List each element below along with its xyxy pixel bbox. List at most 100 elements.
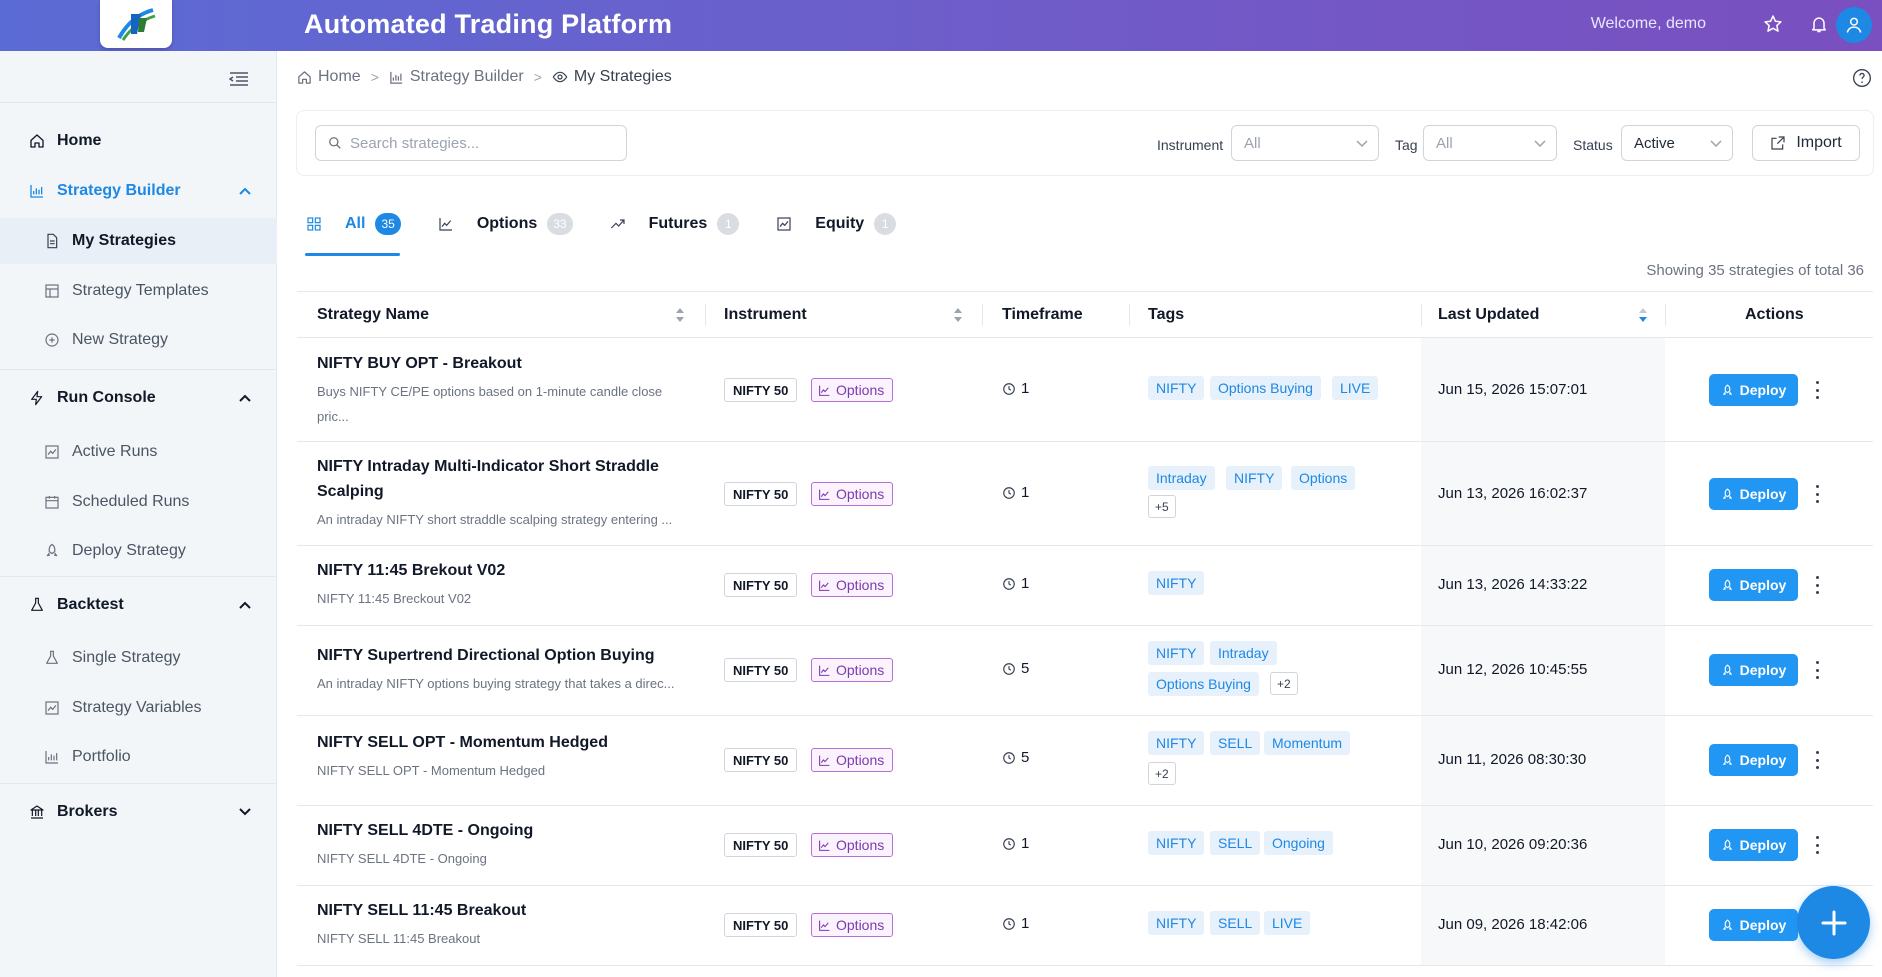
- tab-options[interactable]: Options 33: [437, 206, 573, 242]
- help-icon[interactable]: [1852, 68, 1872, 88]
- table-row[interactable]: NIFTY SELL 4DTE - Ongoing NIFTY SELL 4DT…: [297, 806, 1873, 886]
- sidebar-strategy-templates-label: Strategy Templates: [72, 282, 209, 299]
- tag-chip[interactable]: NIFTY: [1148, 571, 1205, 595]
- chevron-down-icon[interactable]: [238, 805, 252, 819]
- table-row[interactable]: NIFTY SELL OPT - Momentum Hedged NIFTY S…: [297, 716, 1873, 806]
- strategy-name[interactable]: NIFTY Intraday Multi-Indicator Short Str…: [317, 458, 659, 475]
- menu-collapse-icon[interactable]: [228, 68, 250, 90]
- tag-chip[interactable]: Options: [1291, 466, 1356, 490]
- more-actions-icon[interactable]: [1814, 836, 1820, 854]
- user-avatar[interactable]: [1836, 7, 1872, 43]
- tag-chip[interactable]: NIFTY: [1226, 466, 1283, 490]
- lightning-icon: [28, 389, 46, 407]
- table-row[interactable]: NIFTY Supertrend Directional Option Buyi…: [297, 626, 1873, 716]
- bell-icon[interactable]: [1808, 13, 1830, 35]
- table-row[interactable]: NIFTY SELL 11:45 Breakout NIFTY SELL 11:…: [297, 886, 1873, 966]
- sidebar-item-deploy-strategy[interactable]: Deploy Strategy: [0, 528, 277, 574]
- deploy-button[interactable]: Deploy: [1709, 374, 1798, 406]
- tag-chip[interactable]: Ongoing: [1264, 831, 1333, 855]
- more-tags-chip[interactable]: +2: [1148, 762, 1176, 785]
- strategy-description: Buys NIFTY CE/PE options based on 1-minu…: [317, 384, 663, 399]
- tag-chip[interactable]: NIFTY: [1148, 376, 1205, 400]
- table-row[interactable]: NIFTY BUY OPT - Breakout Buys NIFTY CE/P…: [297, 338, 1873, 442]
- tab-equity[interactable]: Equity 1: [775, 206, 897, 242]
- more-actions-icon[interactable]: [1814, 751, 1820, 769]
- sidebar-item-run-console[interactable]: Run Console: [0, 378, 277, 418]
- sidebar-item-new-strategy[interactable]: New Strategy: [0, 317, 277, 363]
- clock-icon: [1003, 486, 1015, 499]
- breadcrumb-strategy-builder[interactable]: Strategy Builder: [389, 68, 524, 86]
- tag-chip[interactable]: NIFTY: [1148, 641, 1205, 665]
- sidebar-item-single-strategy[interactable]: Single Strategy: [0, 635, 277, 681]
- sidebar-item-strategy-templates[interactable]: Strategy Templates: [0, 268, 277, 314]
- tag-chip[interactable]: SELL: [1210, 731, 1261, 755]
- tag-chip[interactable]: LIVE: [1264, 911, 1311, 935]
- more-tags-chip[interactable]: +2: [1270, 672, 1298, 695]
- deploy-button[interactable]: Deploy: [1709, 829, 1798, 861]
- col-last-updated[interactable]: Last Updated: [1438, 306, 1540, 323]
- tag-chip[interactable]: Momentum: [1264, 731, 1351, 755]
- sidebar-item-portfolio[interactable]: Portfolio: [0, 734, 277, 780]
- tag-chip[interactable]: SELL: [1210, 911, 1261, 935]
- sidebar-item-strategy-variables[interactable]: Strategy Variables: [0, 685, 277, 731]
- instrument-select[interactable]: All: [1231, 125, 1379, 161]
- tag-chip[interactable]: Options Buying: [1148, 672, 1259, 696]
- app-logo[interactable]: [100, 0, 172, 48]
- options-badge: Options: [811, 573, 894, 597]
- chevron-up-icon[interactable]: [238, 391, 252, 405]
- tab-all[interactable]: All 35: [305, 206, 401, 242]
- add-strategy-button[interactable]: [1797, 886, 1870, 959]
- table-row[interactable]: NIFTY Intraday Multi-Indicator Short Str…: [297, 442, 1873, 546]
- strategy-name[interactable]: NIFTY BUY OPT - Breakout: [317, 355, 522, 372]
- tag-chip[interactable]: LIVE: [1332, 376, 1379, 400]
- tag-chip[interactable]: NIFTY: [1148, 831, 1205, 855]
- more-tags-chip[interactable]: +5: [1148, 495, 1176, 518]
- status-select[interactable]: Active: [1621, 125, 1733, 161]
- last-updated: Jun 12, 2026 10:45:55: [1438, 661, 1588, 678]
- col-instrument[interactable]: Instrument: [724, 306, 807, 323]
- deploy-button[interactable]: Deploy: [1709, 569, 1798, 601]
- sidebar-item-strategy-builder[interactable]: Strategy Builder: [0, 171, 277, 211]
- sidebar-item-brokers[interactable]: Brokers: [0, 792, 277, 832]
- strategy-name[interactable]: NIFTY 11:45 Brekout V02: [317, 562, 506, 579]
- deploy-button[interactable]: Deploy: [1709, 654, 1798, 686]
- sidebar-item-backtest[interactable]: Backtest: [0, 585, 277, 625]
- tab-futures[interactable]: Futures 1: [609, 206, 740, 242]
- search-input[interactable]: [350, 134, 620, 152]
- more-actions-icon[interactable]: [1814, 661, 1820, 679]
- breadcrumb-home[interactable]: Home: [297, 68, 361, 86]
- sort-icon[interactable]: [674, 306, 686, 324]
- more-actions-icon[interactable]: [1814, 576, 1820, 594]
- strategy-name-cont[interactable]: Scalping: [317, 483, 384, 500]
- sort-icon[interactable]: [952, 306, 964, 324]
- chevron-up-icon[interactable]: [238, 184, 252, 198]
- tag-chip[interactable]: NIFTY: [1148, 911, 1205, 935]
- deploy-button[interactable]: Deploy: [1709, 744, 1798, 776]
- search-box[interactable]: [315, 125, 627, 161]
- star-icon[interactable]: [1762, 13, 1784, 35]
- import-button[interactable]: Import: [1752, 125, 1860, 161]
- tag-chip[interactable]: Intraday: [1148, 466, 1215, 490]
- strategy-name[interactable]: NIFTY SELL 4DTE - Ongoing: [317, 822, 534, 839]
- tag-chip[interactable]: Options Buying: [1210, 376, 1321, 400]
- sidebar-item-active-runs[interactable]: Active Runs: [0, 429, 277, 475]
- tag-chip[interactable]: Intraday: [1210, 641, 1277, 665]
- strategy-name[interactable]: NIFTY SELL 11:45 Breakout: [317, 902, 527, 919]
- deploy-button[interactable]: Deploy: [1709, 909, 1798, 941]
- more-actions-icon[interactable]: [1814, 485, 1820, 503]
- sort-desc-icon[interactable]: [1637, 306, 1649, 324]
- strategy-name[interactable]: NIFTY SELL OPT - Momentum Hedged: [317, 734, 608, 751]
- deploy-button[interactable]: Deploy: [1709, 478, 1798, 510]
- stock-chart-icon: [775, 215, 793, 233]
- sidebar-item-home[interactable]: Home: [0, 121, 277, 161]
- strategy-name[interactable]: NIFTY Supertrend Directional Option Buyi…: [317, 647, 655, 664]
- more-actions-icon[interactable]: [1814, 381, 1820, 399]
- tag-select[interactable]: All: [1423, 125, 1557, 161]
- sidebar-item-my-strategies[interactable]: My Strategies: [0, 218, 277, 264]
- table-row[interactable]: NIFTY 11:45 Brekout V02 NIFTY 11:45 Brec…: [297, 546, 1873, 626]
- chevron-up-icon[interactable]: [238, 598, 252, 612]
- col-strategy-name[interactable]: Strategy Name: [317, 306, 430, 323]
- sidebar-item-scheduled-runs[interactable]: Scheduled Runs: [0, 479, 277, 525]
- tag-chip[interactable]: NIFTY: [1148, 731, 1205, 755]
- tag-chip[interactable]: SELL: [1210, 831, 1261, 855]
